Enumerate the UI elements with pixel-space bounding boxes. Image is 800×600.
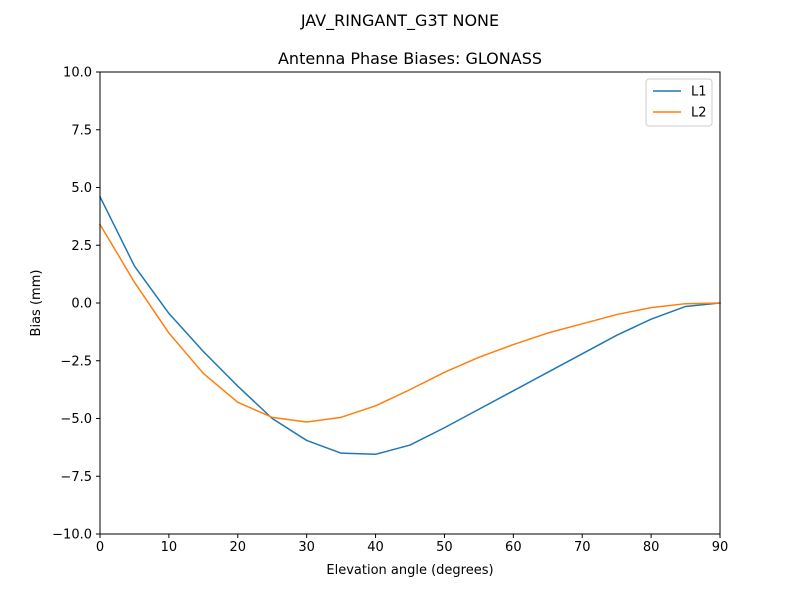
x-tick-label: 0 — [96, 540, 104, 555]
series-line-l1 — [98, 195, 721, 456]
series-group — [98, 195, 721, 456]
figure-suptitle: JAV_RINGANT_G3T NONE — [300, 11, 499, 31]
chart-title: Antenna Phase Biases: GLONASS — [278, 49, 542, 68]
x-tick-label: 80 — [643, 540, 660, 555]
y-tick-label: 2.5 — [71, 239, 92, 254]
x-tick-label: 10 — [161, 540, 178, 555]
x-tick-label: 30 — [298, 540, 315, 555]
x-axis-ticks: 0 10 20 30 40 50 60 70 80 90 — [96, 534, 728, 555]
x-tick-label: 40 — [367, 540, 384, 555]
y-tick-label: 10.0 — [63, 66, 92, 81]
series-line-l2 — [98, 223, 721, 423]
y-tick-label: −7.5 — [60, 470, 92, 485]
y-tick-label: 7.5 — [71, 123, 92, 138]
y-tick-label: −2.5 — [60, 354, 92, 369]
y-tick-label: 5.0 — [71, 181, 92, 196]
x-tick-label: 50 — [436, 540, 453, 555]
y-tick-label: −10.0 — [52, 528, 92, 543]
x-tick-label: 70 — [574, 540, 591, 555]
y-tick-label: 0.0 — [71, 297, 92, 312]
plot-area — [98, 195, 721, 456]
y-axis-ticks: −10.0 −7.5 −5.0 −2.5 0.0 2.5 5.0 7.5 10.0 — [52, 66, 100, 543]
legend-label-l2: L2 — [691, 106, 707, 121]
y-axis-label: Bias (mm) — [29, 270, 44, 337]
y-tick-label: −5.0 — [60, 412, 92, 427]
x-tick-label: 20 — [230, 540, 247, 555]
x-tick-label: 90 — [712, 540, 729, 555]
x-tick-label: 60 — [505, 540, 522, 555]
legend-label-l1: L1 — [691, 85, 707, 100]
x-axis-label: Elevation angle (degrees) — [326, 563, 493, 578]
